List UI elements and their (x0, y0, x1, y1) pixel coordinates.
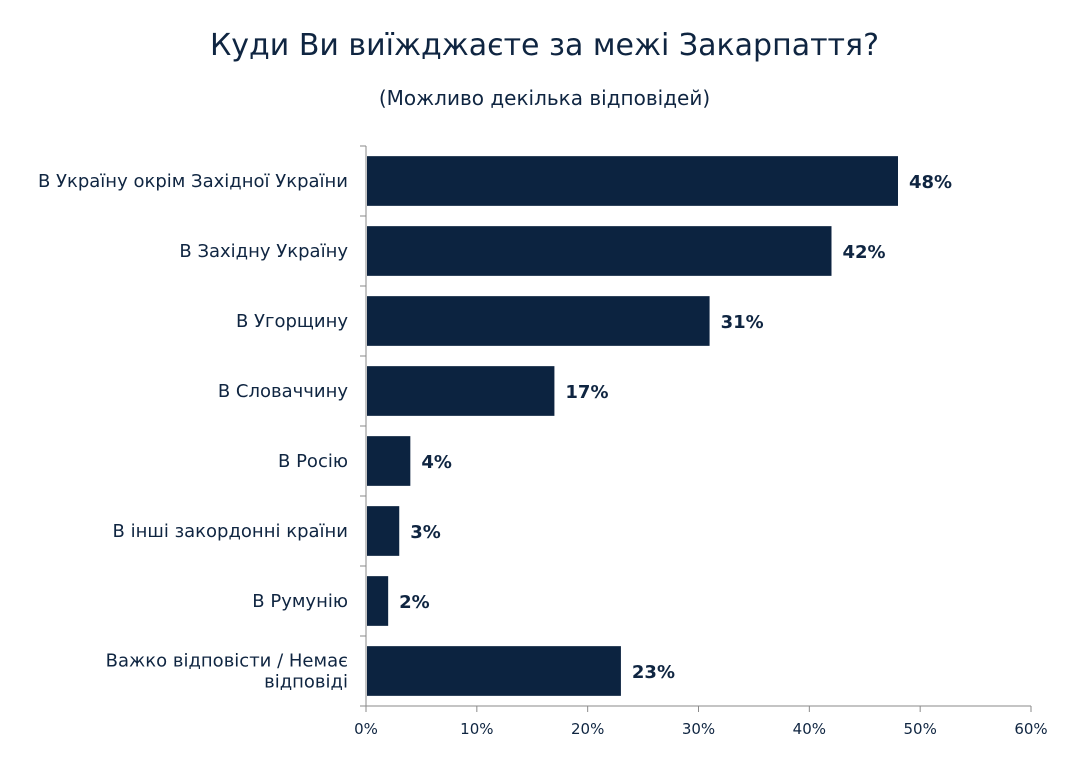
x-tick-label: 50% (903, 720, 936, 738)
value-label: 31% (721, 312, 764, 333)
category-label: В Румунію (252, 591, 348, 612)
category-label: В Україну окрім Західної України (38, 171, 348, 192)
value-label: 42% (843, 242, 886, 263)
bar (367, 366, 555, 416)
value-label: 17% (565, 382, 608, 403)
bar (367, 646, 621, 696)
value-label: 48% (909, 172, 952, 193)
chart-subtitle: (Можливо декілька відповідей) (378, 86, 711, 110)
category-label: В Словаччину (218, 381, 349, 402)
bar (367, 576, 389, 626)
x-tick-label: 30% (682, 720, 715, 738)
category-label: Важко відповісти / Немає відповіді (106, 651, 348, 693)
bar (367, 296, 710, 346)
category-label: В Угорщину (236, 311, 348, 332)
x-tick-label: 10% (460, 720, 493, 738)
value-label: 2% (399, 592, 430, 613)
chart-title: Куди Ви виїжджаєте за межі Закарпаття? (209, 28, 879, 63)
bar (367, 436, 411, 486)
value-label: 4% (421, 452, 452, 473)
category-label: В Росію (278, 451, 348, 472)
value-label: 3% (410, 522, 441, 543)
x-tick-label: 0% (354, 720, 378, 738)
category-label: В інші закордонні країни (113, 521, 348, 542)
category-label: В Західну Україну (179, 241, 348, 262)
value-label: 23% (632, 662, 675, 683)
x-tick-label: 60% (1014, 720, 1047, 738)
bar (367, 226, 832, 276)
bar (367, 506, 400, 556)
x-tick-label: 40% (793, 720, 826, 738)
bar (367, 156, 898, 206)
x-tick-label: 20% (571, 720, 604, 738)
